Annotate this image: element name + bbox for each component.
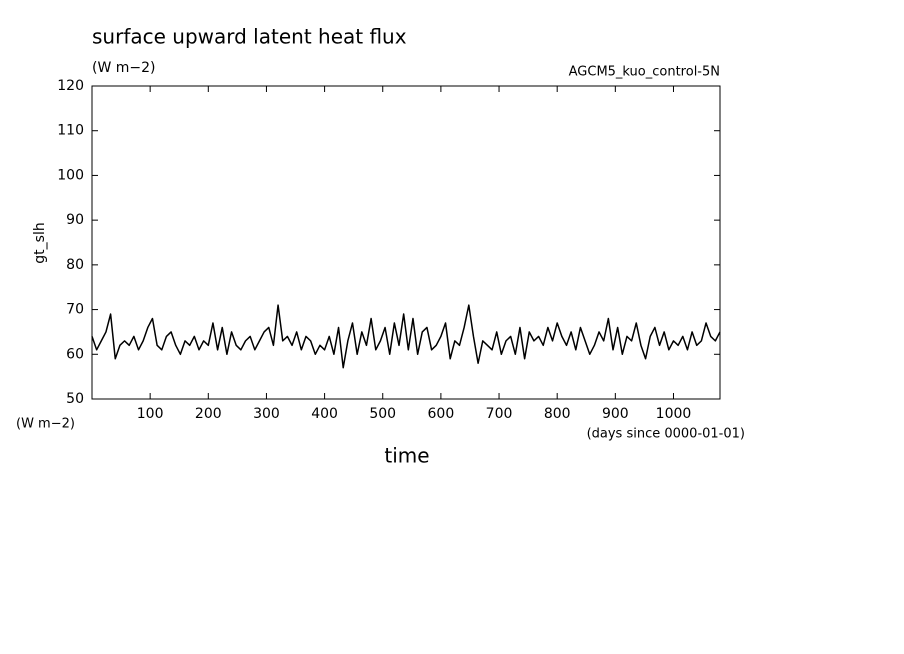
y-tick-label: 100: [57, 167, 84, 183]
y-tick-label: 70: [66, 302, 84, 318]
plot-frame: [91, 85, 721, 400]
x-units: (days since 0000-01-01): [587, 427, 745, 442]
y-tick-label: 110: [57, 123, 84, 139]
chart-title: surface upward latent heat flux: [92, 25, 407, 49]
x-tick-label: 600: [428, 406, 455, 422]
x-tick-label: 500: [369, 406, 396, 422]
x-tick-label: 800: [544, 406, 571, 422]
x-tick-label: 300: [253, 406, 280, 422]
x-tick-label: 400: [311, 406, 338, 422]
x-tick-label: 200: [195, 406, 222, 422]
y-tick-label: 80: [66, 257, 84, 273]
y-units: (W m−2): [16, 417, 75, 432]
units: (W m−2): [92, 60, 156, 76]
x-tick-label: 1000: [656, 406, 692, 422]
series-line: [91, 304, 721, 369]
y-tick-label: 60: [66, 346, 84, 362]
y-tick-label: 50: [66, 391, 84, 407]
y-axis-label: gt_slh: [32, 222, 48, 263]
subtitle: AGCM5_kuo_control-5N: [569, 65, 720, 80]
y-tick-label: 120: [57, 78, 84, 94]
x-tick-label: 100: [137, 406, 164, 422]
x-tick-label: 900: [602, 406, 629, 422]
x-tick-label: 700: [486, 406, 513, 422]
x-axis-label: time: [384, 444, 429, 468]
y-tick-label: 90: [66, 212, 84, 228]
